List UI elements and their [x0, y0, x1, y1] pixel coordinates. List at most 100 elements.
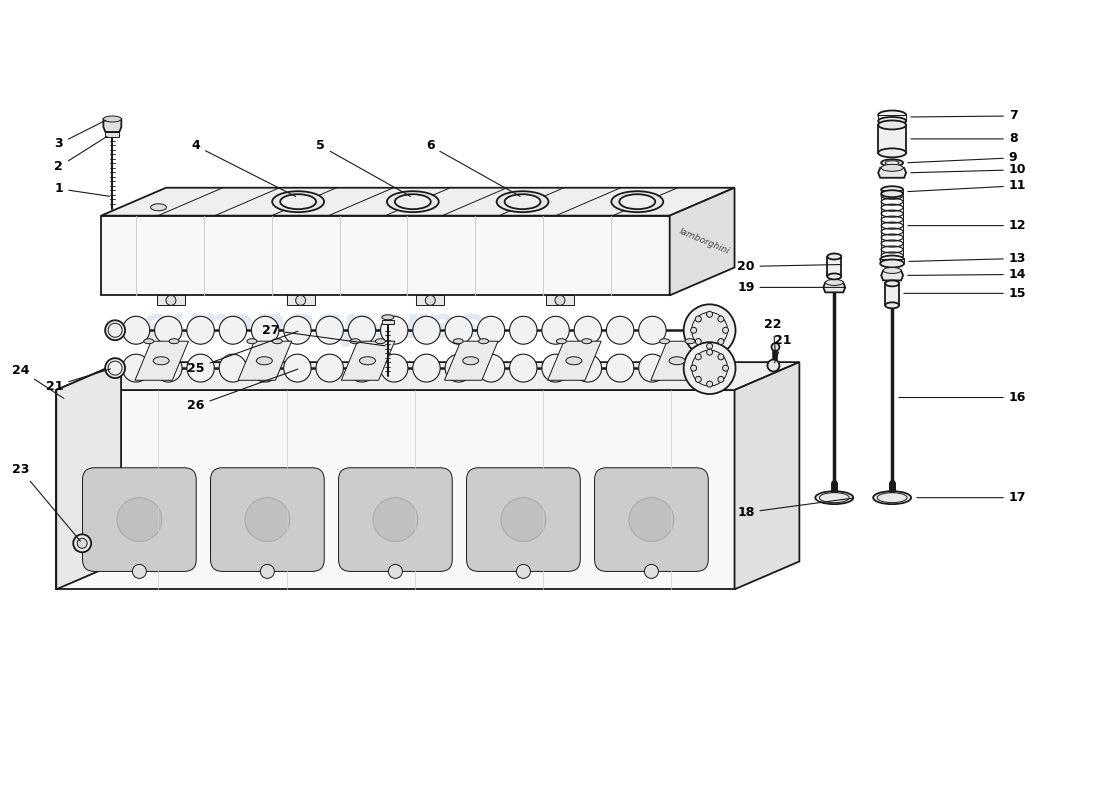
- Text: 14: 14: [908, 268, 1026, 281]
- Text: 17: 17: [917, 491, 1026, 504]
- Circle shape: [718, 316, 724, 322]
- Ellipse shape: [246, 338, 257, 344]
- Circle shape: [132, 565, 146, 578]
- Polygon shape: [881, 270, 903, 281]
- Circle shape: [723, 365, 728, 371]
- Ellipse shape: [820, 493, 849, 502]
- Ellipse shape: [122, 316, 150, 344]
- Polygon shape: [881, 190, 903, 194]
- Polygon shape: [56, 362, 121, 590]
- Circle shape: [771, 343, 780, 351]
- Ellipse shape: [453, 338, 463, 344]
- Circle shape: [718, 338, 724, 345]
- Circle shape: [108, 323, 122, 338]
- Text: 13: 13: [909, 252, 1026, 265]
- Text: 8: 8: [911, 133, 1018, 146]
- Circle shape: [74, 534, 91, 552]
- Ellipse shape: [106, 358, 125, 378]
- Ellipse shape: [886, 161, 899, 165]
- Ellipse shape: [880, 259, 904, 267]
- Ellipse shape: [381, 354, 408, 382]
- Polygon shape: [827, 257, 842, 277]
- Circle shape: [706, 311, 713, 318]
- Text: 11: 11: [908, 179, 1026, 192]
- Ellipse shape: [144, 338, 154, 344]
- Text: 27: 27: [262, 324, 385, 346]
- Polygon shape: [651, 342, 704, 380]
- Text: lamborghini: lamborghini: [678, 227, 730, 256]
- Ellipse shape: [273, 338, 283, 344]
- Ellipse shape: [373, 498, 418, 542]
- Ellipse shape: [878, 110, 906, 119]
- Circle shape: [261, 565, 274, 578]
- Ellipse shape: [252, 354, 278, 382]
- Ellipse shape: [815, 491, 854, 504]
- Polygon shape: [341, 342, 395, 380]
- Text: 3: 3: [55, 120, 106, 150]
- Polygon shape: [878, 115, 906, 121]
- Ellipse shape: [827, 254, 842, 259]
- Ellipse shape: [886, 281, 899, 286]
- Ellipse shape: [825, 279, 844, 286]
- Polygon shape: [382, 320, 394, 324]
- Text: 15: 15: [904, 287, 1026, 300]
- Circle shape: [768, 359, 780, 371]
- Ellipse shape: [169, 338, 179, 344]
- Ellipse shape: [878, 148, 906, 158]
- Ellipse shape: [477, 354, 505, 382]
- FancyBboxPatch shape: [595, 468, 708, 571]
- Ellipse shape: [446, 354, 473, 382]
- Circle shape: [77, 538, 87, 548]
- Ellipse shape: [878, 117, 906, 125]
- Circle shape: [695, 338, 702, 345]
- Ellipse shape: [382, 314, 394, 320]
- FancyBboxPatch shape: [339, 468, 452, 571]
- Ellipse shape: [606, 354, 634, 382]
- Ellipse shape: [685, 338, 695, 344]
- Ellipse shape: [153, 357, 169, 365]
- Polygon shape: [416, 295, 444, 306]
- Text: 24: 24: [12, 364, 64, 398]
- Circle shape: [692, 312, 727, 348]
- Polygon shape: [735, 362, 800, 590]
- Polygon shape: [56, 390, 735, 590]
- Ellipse shape: [155, 316, 182, 344]
- Polygon shape: [878, 125, 906, 153]
- Ellipse shape: [542, 354, 570, 382]
- FancyBboxPatch shape: [82, 468, 196, 571]
- Circle shape: [691, 327, 696, 334]
- Polygon shape: [103, 119, 121, 132]
- Circle shape: [718, 354, 724, 360]
- Text: 16: 16: [899, 391, 1026, 404]
- Ellipse shape: [827, 274, 842, 279]
- Ellipse shape: [477, 316, 505, 344]
- Ellipse shape: [375, 338, 385, 344]
- Text: 1: 1: [55, 182, 110, 196]
- Polygon shape: [886, 283, 899, 306]
- Circle shape: [723, 327, 728, 334]
- Ellipse shape: [219, 316, 246, 344]
- Ellipse shape: [880, 255, 904, 263]
- Text: 5: 5: [316, 139, 410, 196]
- Ellipse shape: [881, 186, 903, 194]
- Ellipse shape: [629, 498, 674, 542]
- Text: europaspares: europaspares: [139, 304, 482, 346]
- Ellipse shape: [117, 498, 162, 542]
- Circle shape: [388, 565, 403, 578]
- Text: 20: 20: [737, 260, 840, 273]
- Ellipse shape: [557, 338, 566, 344]
- Text: 25: 25: [187, 331, 298, 374]
- Ellipse shape: [349, 354, 376, 382]
- Circle shape: [645, 565, 659, 578]
- Ellipse shape: [883, 267, 901, 274]
- Circle shape: [296, 295, 306, 306]
- Ellipse shape: [509, 354, 537, 382]
- Text: 4: 4: [191, 139, 296, 197]
- Ellipse shape: [877, 493, 908, 502]
- Ellipse shape: [412, 316, 440, 344]
- Ellipse shape: [219, 354, 246, 382]
- Ellipse shape: [360, 357, 375, 365]
- Ellipse shape: [395, 194, 431, 209]
- Polygon shape: [157, 295, 185, 306]
- Ellipse shape: [151, 204, 166, 210]
